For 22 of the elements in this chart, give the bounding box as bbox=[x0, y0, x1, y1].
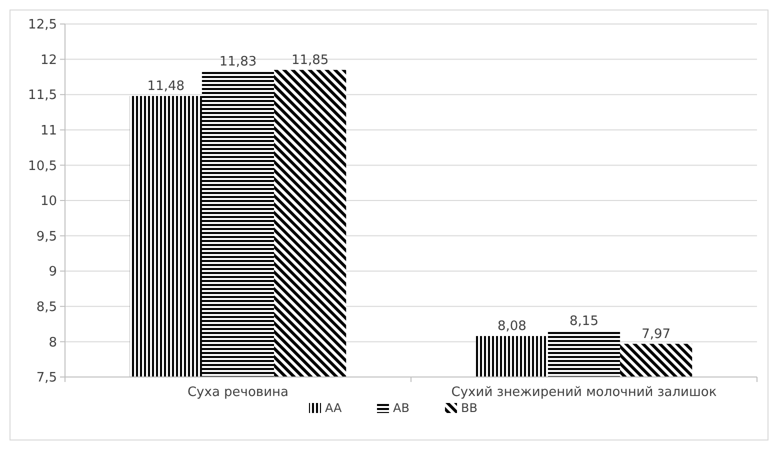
y-tick-label: 8 bbox=[48, 335, 57, 350]
y-tick-label: 10 bbox=[40, 194, 57, 210]
legend-label: BB bbox=[461, 401, 478, 416]
y-tick-label: 9 bbox=[48, 264, 57, 280]
x-tick-label: Суха речовина bbox=[187, 385, 289, 400]
y-tick-label: 7,5 bbox=[36, 370, 57, 386]
y-tick-label: 12 bbox=[40, 52, 57, 68]
data-label: 11,83 bbox=[219, 54, 257, 70]
y-tick-label: 9,5 bbox=[36, 229, 57, 244]
data-label: 11,48 bbox=[147, 79, 185, 94]
y-tick-label: 8,5 bbox=[36, 300, 57, 315]
data-label: 7,97 bbox=[642, 326, 671, 342]
x-tick-label: Сухий знежирений молочний залишок bbox=[451, 385, 717, 400]
y-tick-label: 10,5 bbox=[28, 158, 57, 174]
y-tick-label: 12,5 bbox=[28, 18, 57, 33]
y-tick-label: 11,5 bbox=[28, 88, 57, 104]
y-tick-label: 11 bbox=[40, 123, 57, 138]
legend-label: AA bbox=[325, 401, 343, 416]
data-label: 8,08 bbox=[497, 319, 526, 334]
data-label: 8,15 bbox=[570, 314, 598, 330]
data-label: 11,85 bbox=[291, 52, 329, 68]
legend-label: AB bbox=[393, 401, 410, 416]
